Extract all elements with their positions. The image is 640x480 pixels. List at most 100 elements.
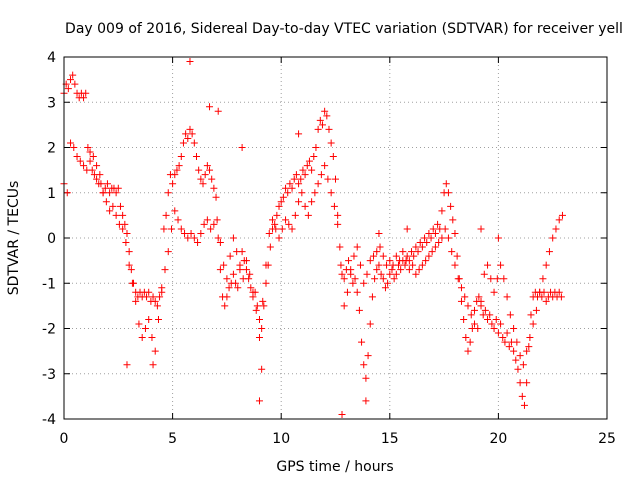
data-point	[188, 130, 196, 138]
data-point	[207, 225, 215, 233]
data-point	[349, 279, 357, 287]
data-point	[499, 334, 507, 342]
data-point	[97, 180, 105, 188]
data-point	[226, 252, 234, 260]
data-point	[366, 320, 374, 328]
data-point	[384, 279, 392, 287]
data-point	[549, 234, 557, 242]
y-tick-label: 2	[47, 141, 56, 157]
data-point	[175, 162, 183, 170]
data-point	[457, 284, 465, 292]
data-point	[295, 198, 303, 206]
data-point	[375, 261, 383, 269]
data-point	[392, 270, 400, 278]
data-point	[474, 325, 482, 332]
data-point	[494, 234, 502, 242]
data-point	[275, 202, 283, 210]
data-point	[453, 252, 461, 260]
y-tick-label: -1	[42, 276, 56, 292]
data-point	[282, 216, 290, 224]
data-point	[301, 202, 309, 210]
data-point	[275, 234, 283, 242]
data-marks	[60, 58, 566, 418]
data-point	[555, 216, 563, 224]
data-point	[381, 284, 389, 292]
data-point	[206, 166, 214, 174]
data-point	[336, 243, 344, 251]
data-point	[492, 315, 500, 323]
data-point	[246, 270, 254, 278]
data-point	[438, 207, 446, 215]
data-point	[368, 293, 376, 301]
data-point	[447, 202, 455, 210]
data-point	[379, 252, 387, 260]
data-point	[292, 171, 300, 179]
data-point	[311, 189, 319, 197]
data-point	[89, 153, 97, 161]
data-point	[327, 189, 335, 197]
data-point	[190, 139, 198, 147]
data-point	[539, 275, 547, 283]
data-point	[298, 189, 306, 197]
data-point	[431, 243, 439, 251]
data-point	[471, 306, 479, 314]
data-point	[480, 270, 488, 278]
data-point	[438, 234, 446, 242]
data-point	[350, 252, 358, 260]
data-point	[542, 297, 550, 305]
data-point	[490, 325, 498, 332]
data-point	[220, 261, 228, 269]
y-tick-label: 1	[47, 186, 56, 202]
data-point	[69, 71, 77, 79]
data-point	[194, 239, 202, 247]
data-point	[93, 175, 101, 183]
tick-labels: 0 5 10 15 20 25 -4 -3 -2 -1 0 1 2 3 4	[42, 50, 616, 447]
data-point	[135, 320, 143, 328]
data-point	[358, 338, 366, 346]
data-point	[460, 315, 468, 323]
data-point	[414, 248, 422, 256]
data-point	[258, 365, 266, 373]
data-point	[343, 288, 351, 296]
data-point	[444, 234, 452, 242]
data-point	[273, 211, 281, 219]
data-point	[347, 266, 355, 274]
data-point	[301, 171, 309, 179]
data-point	[479, 311, 487, 319]
data-point	[242, 257, 250, 265]
data-point	[303, 162, 311, 170]
data-point	[373, 248, 381, 256]
data-point	[399, 248, 407, 256]
x-tick-label: 20	[489, 431, 507, 447]
data-point	[234, 284, 242, 292]
data-point	[197, 229, 205, 237]
data-point	[184, 234, 192, 242]
data-point	[405, 266, 413, 274]
data-point	[360, 279, 368, 287]
data-point	[323, 112, 331, 120]
data-point	[232, 279, 240, 287]
data-point	[288, 225, 296, 233]
data-point	[265, 229, 273, 237]
data-point	[258, 325, 266, 332]
data-point	[96, 171, 104, 179]
data-point	[321, 162, 329, 170]
data-point	[82, 89, 90, 97]
data-point	[353, 288, 361, 296]
data-point	[449, 216, 457, 224]
data-point	[114, 184, 122, 192]
x-tick-label: 5	[168, 431, 177, 447]
data-point	[123, 361, 131, 369]
data-point	[192, 153, 200, 161]
data-point	[503, 329, 511, 337]
data-point	[383, 261, 391, 269]
data-point	[164, 248, 172, 256]
data-point	[464, 347, 472, 355]
data-point	[216, 266, 224, 274]
data-point	[408, 248, 416, 256]
data-point	[317, 171, 325, 179]
data-point	[314, 180, 322, 188]
data-point	[325, 125, 333, 133]
x-tick-label: 0	[60, 431, 69, 447]
data-point	[277, 198, 285, 206]
